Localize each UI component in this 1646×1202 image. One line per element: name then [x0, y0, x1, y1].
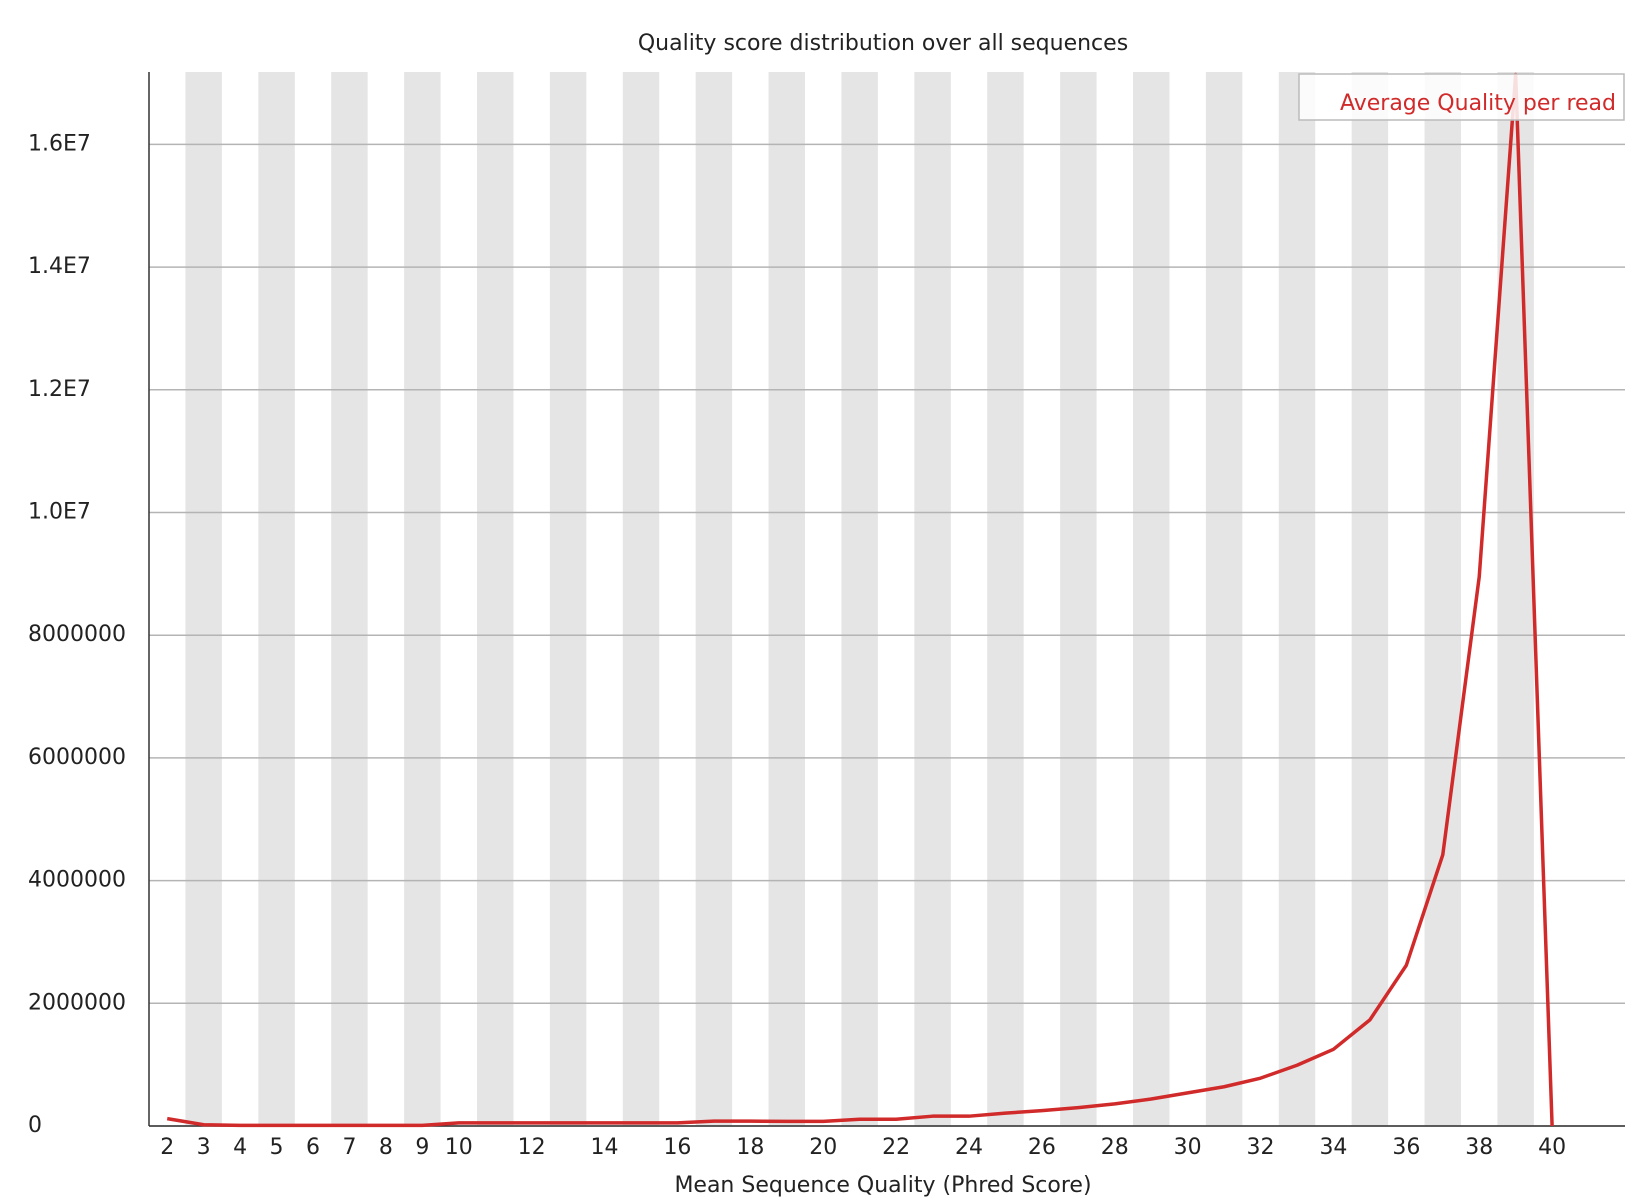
x-tick-label: 18	[736, 1135, 764, 1160]
x-tick-label: 36	[1392, 1135, 1420, 1160]
stripe	[987, 72, 1024, 1126]
legend-box	[1298, 73, 1625, 121]
y-tick-label: 0	[28, 1113, 42, 1138]
stripe	[477, 72, 514, 1126]
x-tick-label: 16	[663, 1135, 691, 1160]
x-tick-label: 32	[1247, 1135, 1275, 1160]
x-tick-label: 22	[882, 1135, 910, 1160]
y-tick-label: 6000000	[28, 745, 126, 770]
x-tick-label: 40	[1538, 1135, 1566, 1160]
stripe	[841, 72, 878, 1126]
x-tick-label: 20	[809, 1135, 837, 1160]
legend-label: Average Quality per read	[1340, 91, 1616, 116]
x-tick-label: 30	[1174, 1135, 1202, 1160]
x-tick-label: 6	[306, 1135, 320, 1160]
x-tick-label: 2	[160, 1135, 174, 1160]
stripe	[695, 72, 733, 1126]
stripe	[1205, 72, 1243, 1126]
stripe	[549, 72, 587, 1126]
stripe	[185, 72, 222, 1126]
stripe	[258, 72, 295, 1126]
stripe	[1133, 72, 1170, 1126]
x-tick-label: 38	[1465, 1135, 1493, 1160]
stripe	[331, 72, 368, 1126]
y-tick-label: 1.6E7	[28, 131, 91, 156]
y-tick-label: 1.4E7	[28, 254, 91, 279]
x-axis-label: Mean Sequence Quality (Phred Score)	[674, 1173, 1091, 1198]
stripe	[1424, 72, 1461, 1126]
x-tick-label: 28	[1101, 1135, 1129, 1160]
y-tick-label: 2000000	[28, 990, 126, 1015]
x-tick-label: 26	[1028, 1135, 1056, 1160]
x-tick-label: 24	[955, 1135, 983, 1160]
data-line	[166, 72, 1554, 1128]
x-tick-label: 4	[233, 1135, 247, 1160]
x-tick-label: 34	[1319, 1135, 1347, 1160]
stripe	[768, 72, 805, 1126]
x-tick-label: 14	[591, 1135, 619, 1160]
y-tick-label: 1.0E7	[28, 499, 91, 524]
y-tick-label: 4000000	[28, 868, 126, 893]
x-tick-label: 7	[342, 1135, 356, 1160]
stripe	[914, 72, 951, 1126]
x-tick-label: 12	[518, 1135, 546, 1160]
stripe	[622, 72, 660, 1126]
y-tick-label: 8000000	[28, 622, 126, 647]
x-tick-label: 8	[379, 1135, 393, 1160]
x-tick-label: 10	[445, 1135, 473, 1160]
stripe	[1351, 72, 1389, 1126]
y-tick-label: 1.2E7	[28, 377, 91, 402]
stripe	[1278, 72, 1316, 1126]
x-tick-label: 9	[415, 1135, 429, 1160]
chart-title: Quality score distribution over all sequ…	[638, 31, 1128, 56]
stripe	[1060, 72, 1097, 1126]
x-tick-label: 5	[270, 1135, 284, 1160]
x-tick-label: 3	[197, 1135, 211, 1160]
stripe	[404, 72, 441, 1126]
